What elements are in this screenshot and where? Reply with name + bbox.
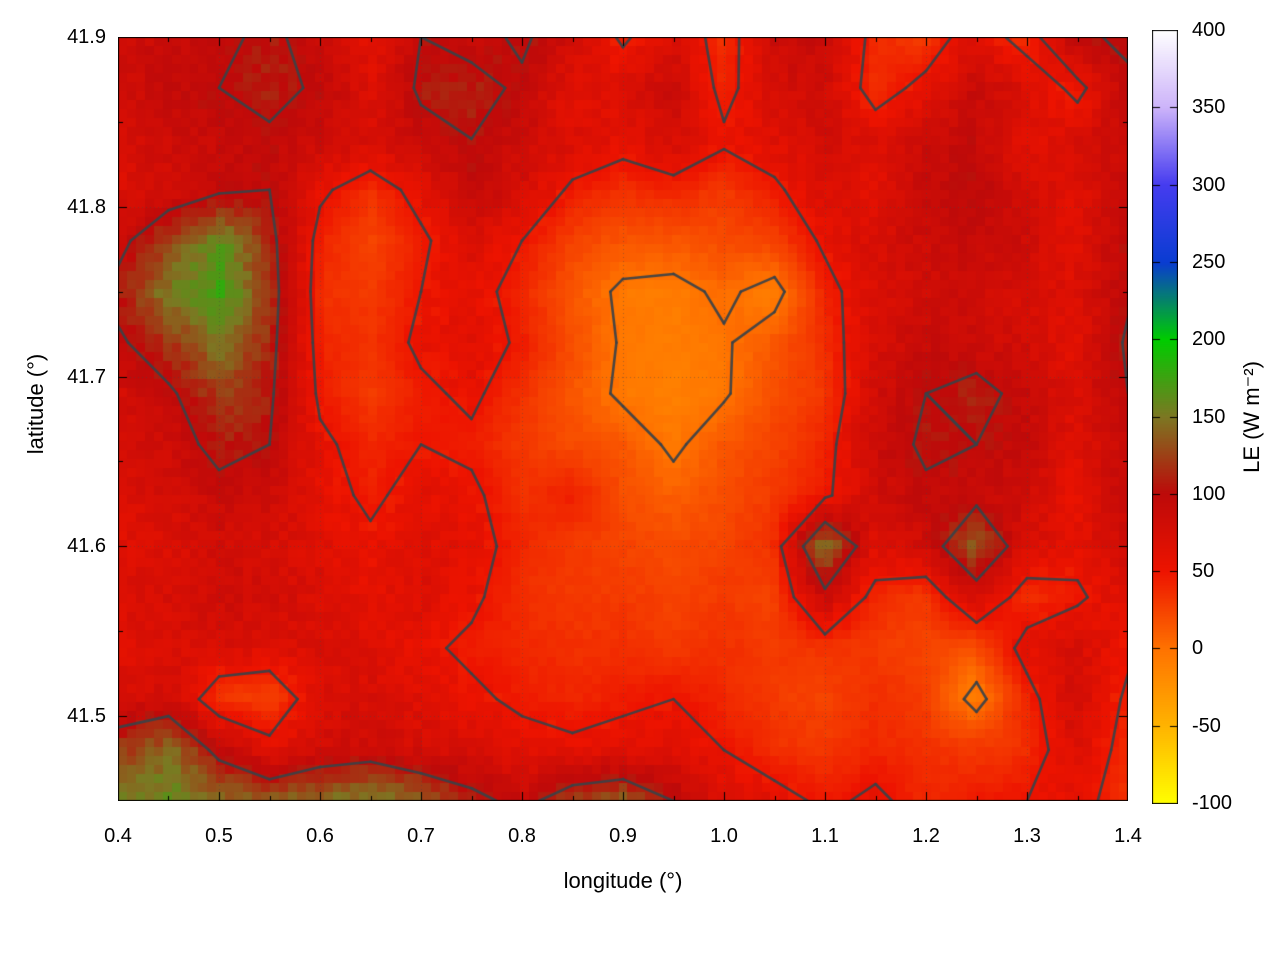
colorbar-title: LE (W m⁻²) <box>1239 360 1264 473</box>
x-tick-label: 1.0 <box>710 825 738 847</box>
colorbar-tick-label: -50 <box>1192 714 1221 737</box>
y-tick-label: 41.6 <box>67 535 106 558</box>
colorbar-canvas <box>1152 30 1178 804</box>
x-tick-label: 0.6 <box>306 825 334 847</box>
x-tick-label: 0.8 <box>508 825 536 847</box>
colorbar-tick-label: 250 <box>1192 250 1226 273</box>
colorbar-tick-label: 200 <box>1192 328 1226 351</box>
x-tick-label: 1.2 <box>912 825 940 847</box>
x-tick-label: 1.1 <box>811 825 839 847</box>
colorbar-tick-label: -100 <box>1192 792 1233 814</box>
x-tick-label: 0.4 <box>104 825 132 847</box>
colorbar-tick-label: 150 <box>1192 405 1226 428</box>
colorbar-tick-label: 0 <box>1192 637 1204 660</box>
colorbar-tick-label: 350 <box>1192 96 1226 119</box>
x-tick-label: 1.4 <box>1114 825 1142 847</box>
x-tick-label: 0.7 <box>407 825 435 847</box>
colorbar-tick-label: 300 <box>1192 173 1226 196</box>
colorbar-tick-label: 400 <box>1192 19 1226 41</box>
x-tick-label: 1.3 <box>1013 825 1041 847</box>
y-tick-label: 41.7 <box>67 365 106 388</box>
heatmap-canvas <box>118 37 1128 801</box>
y-tick-label: 41.9 <box>67 26 106 48</box>
colorbar-tick-label: 50 <box>1192 560 1215 583</box>
x-tick-label: 0.9 <box>609 825 637 847</box>
colorbar-tick-label: 100 <box>1192 482 1226 505</box>
y-tick-label: 41.5 <box>67 705 106 728</box>
x-tick-label: 0.5 <box>205 825 233 847</box>
y-tick-label: 41.8 <box>67 195 106 218</box>
x-axis-title: longitude (°) <box>563 868 683 893</box>
